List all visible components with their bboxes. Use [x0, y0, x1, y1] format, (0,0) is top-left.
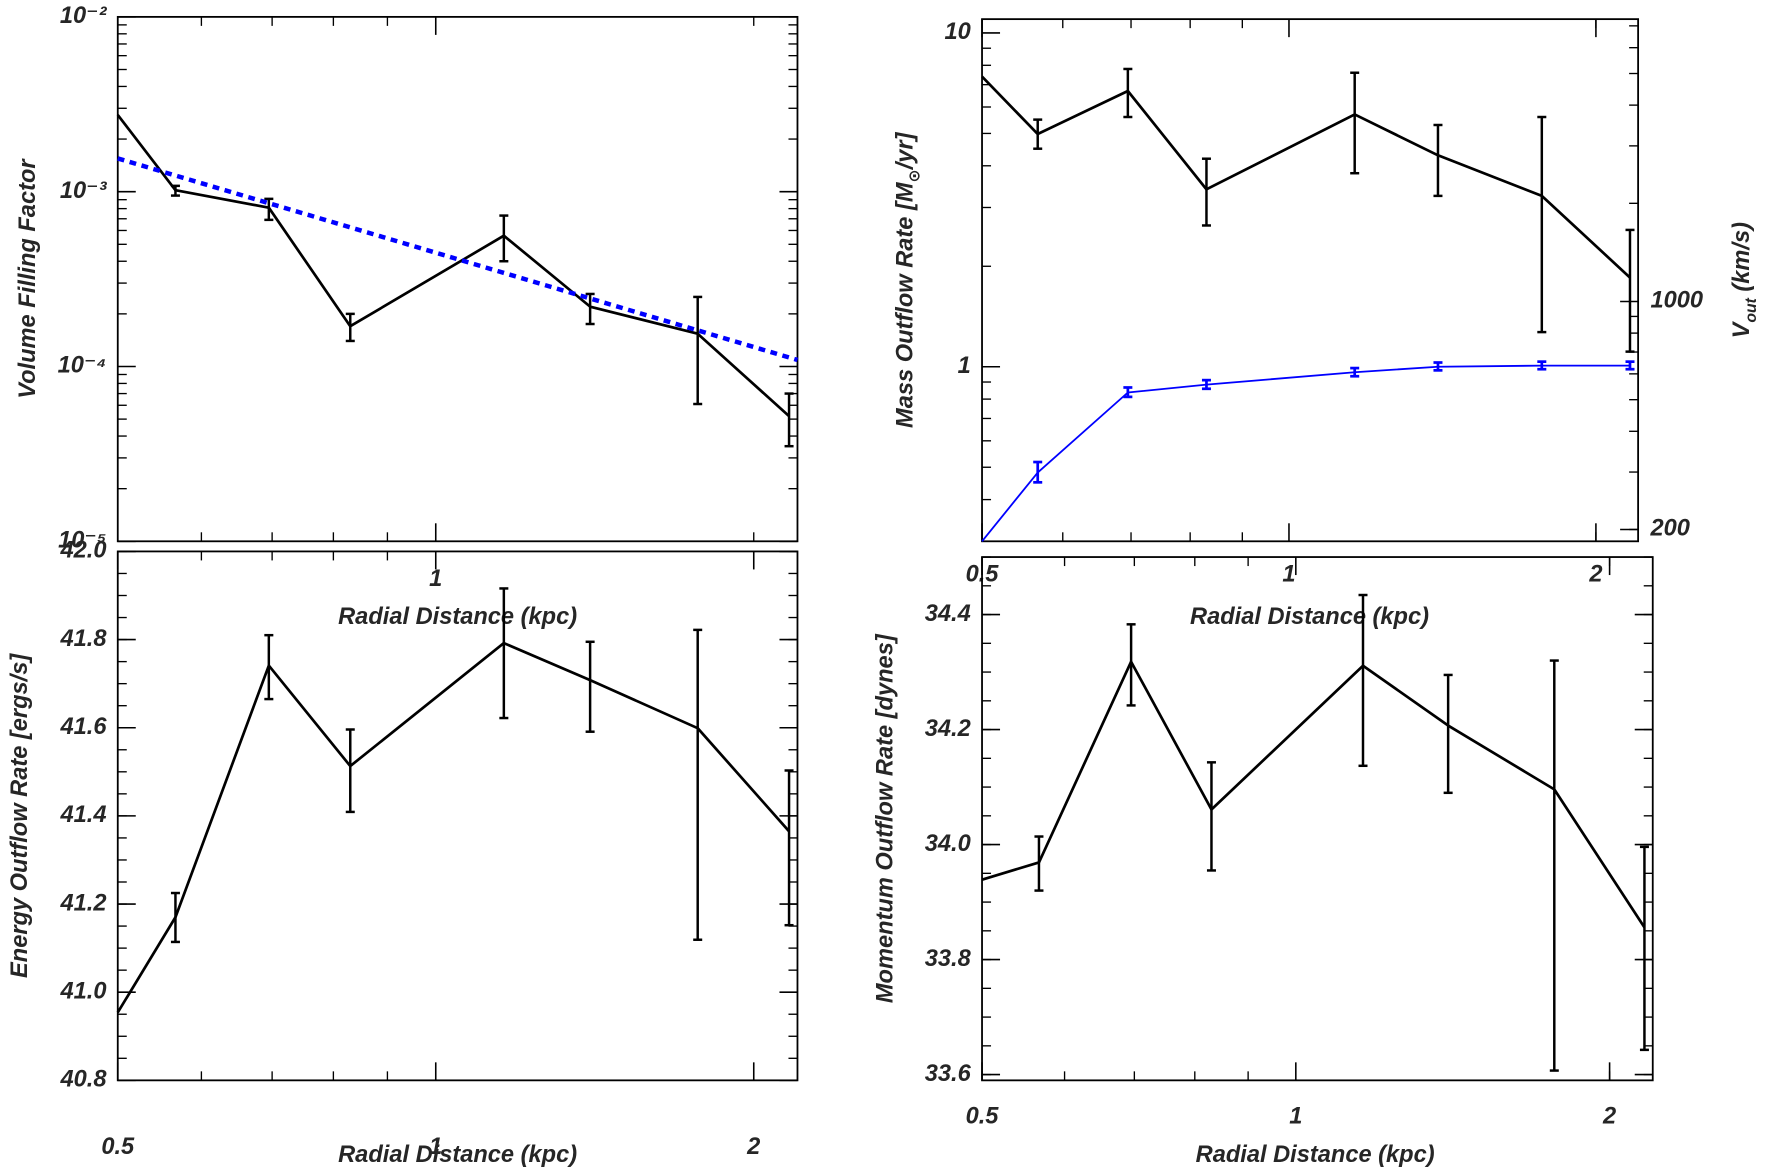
x-tick-label: 2: [746, 1134, 760, 1160]
y2-tick-label: 1000: [1650, 288, 1703, 314]
y-tick-label: 10⁻²: [60, 3, 108, 29]
y-tick-label: 41.2: [60, 890, 107, 916]
x-axis-title: Radial Distance (kpc): [1190, 604, 1429, 630]
axis-title: Volume Filling Factor: [15, 158, 41, 399]
x-tick-label: 1: [1289, 1104, 1302, 1130]
plot-frame: [981, 18, 1640, 543]
x-tick-label: 1: [1282, 561, 1295, 587]
y-tick-label: 33.8: [925, 946, 972, 972]
x-tick-label: 2: [1602, 1104, 1616, 1130]
y-tick-label: 41.8: [60, 626, 108, 652]
plot-frame: [116, 15, 799, 543]
x-tick-label: 1: [429, 566, 442, 592]
x-tick-label: 0.5: [966, 1104, 1000, 1130]
fit-line: [117, 156, 799, 363]
y-tick-label: 10⁻³: [60, 178, 108, 204]
axis-title: Momentum Outflow Rate [dynes]: [873, 633, 899, 1003]
x-tick-label: 1: [429, 1134, 442, 1160]
data-line: [116, 641, 791, 1014]
y-tick-label: 10⁻⁵: [58, 528, 106, 554]
y-tick-label: 34.4: [925, 601, 971, 627]
plot-frame: [981, 556, 1654, 1082]
y-tick-label: 10: [944, 19, 970, 45]
data-line: [116, 114, 790, 418]
y-tick-label: 40.8: [60, 1067, 108, 1093]
axis-title-part: ⊙: [906, 169, 923, 182]
y-tick-label: 10⁻⁴: [58, 353, 107, 379]
y-tick-label: 33.6: [925, 1061, 972, 1087]
axis-title-part: (km/s): [1729, 222, 1755, 298]
axis-title-part: V: [1729, 320, 1755, 338]
data-line: [981, 660, 1646, 929]
axis-title: Mass Outflow Rate [M⊙/yr]: [893, 131, 923, 428]
axis-title-part: out: [1742, 297, 1759, 322]
x-tick-label: 0.5: [101, 1134, 135, 1160]
y-tick-label: 42.0: [60, 538, 107, 564]
y-tick-label: 1: [958, 353, 971, 379]
axis-title-part: Mass Outflow Rate [M: [893, 181, 919, 428]
axis-title: Energy Outflow Rate [ergs/s]: [7, 653, 33, 978]
data-line: [981, 75, 1631, 279]
axis-title-part: /yr]: [893, 131, 919, 170]
y-tick-label: 34.0: [925, 831, 971, 857]
x-axis-title: Radial Distance (kpc): [338, 604, 577, 630]
y-tick-label: 34.2: [925, 716, 971, 742]
x-tick-label: 2: [1588, 561, 1602, 587]
x-axis-title: Radial Distance (kpc): [338, 1142, 577, 1168]
y2-tick-label: 200: [1649, 516, 1689, 542]
y-tick-label: 41.0: [60, 978, 107, 1004]
x-axis-title: Radial Distance (kpc): [1196, 1142, 1435, 1168]
y-tick-label: 41.4: [60, 802, 107, 828]
y-tick-label: 41.6: [60, 714, 108, 740]
axis-title: Vout (km/s): [1729, 222, 1759, 339]
data-line: [981, 364, 1630, 542]
